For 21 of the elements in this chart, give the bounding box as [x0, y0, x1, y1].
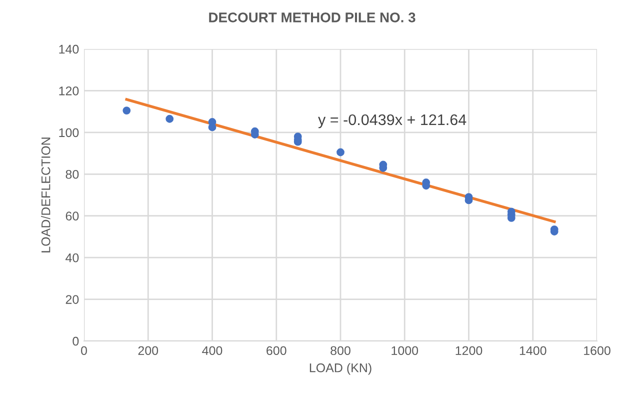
- x-tick-label: 600: [266, 346, 286, 356]
- y-tick-label: 120: [59, 86, 79, 96]
- y-tick-label: 80: [66, 170, 79, 179]
- x-tick-label: 1000: [392, 346, 418, 356]
- x-tick-label: 400: [202, 346, 222, 356]
- y-tick-label: 100: [59, 128, 79, 138]
- y-tick-label: 140: [59, 44, 79, 54]
- x-tick-label: 200: [138, 346, 158, 356]
- y-tick-label: 60: [66, 212, 79, 221]
- x-axis-title: LOAD (KN): [310, 363, 372, 375]
- x-tick-label: 1200: [456, 346, 482, 356]
- y-axis-title: LOAD/DEFLECTION: [41, 138, 50, 252]
- x-tick-label: 1600: [584, 346, 610, 356]
- x-tick-label: 0: [81, 346, 87, 356]
- x-tick-label: 800: [330, 346, 350, 356]
- chart-title: DECOURT METHOD PILE NO. 3: [209, 12, 416, 22]
- annotation: y = -0.0439x + 121.64: [318, 114, 466, 128]
- y-tick-label: 20: [66, 295, 79, 304]
- y-tick-label: 0: [72, 336, 79, 346]
- x-tick-label: 1400: [520, 346, 546, 356]
- y-tick-label: 40: [66, 253, 79, 262]
